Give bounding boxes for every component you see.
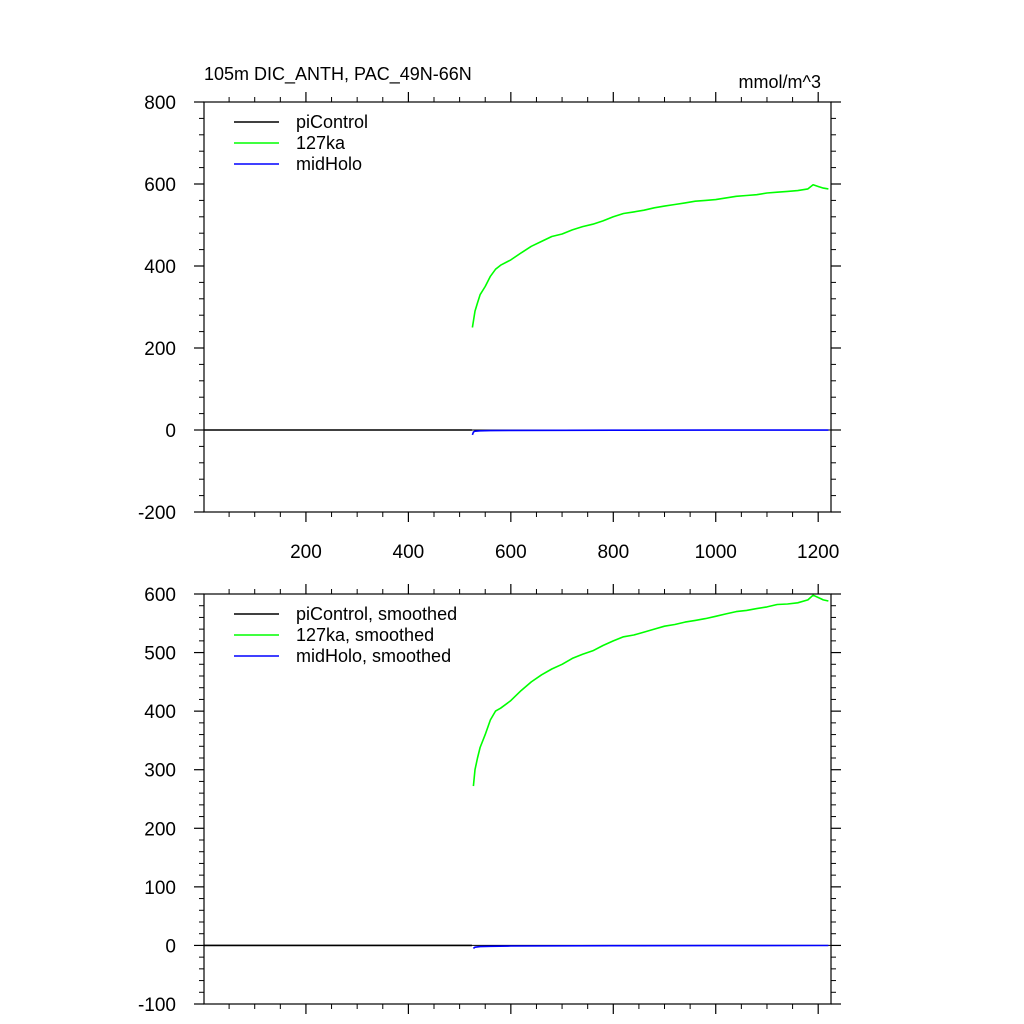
chart-panel-2: -100 0 100 200 300 400 500 600 piControl, smooth… [138,584,841,1016]
x-tick-label: 800 [597,542,629,563]
legend-label: midHolo, smoothed [296,646,451,666]
y-tick-label: 400 [144,702,176,723]
y-tick-label: -200 [138,503,176,524]
plot-frame [203,101,832,513]
y-tick-label: 600 [144,585,176,606]
series-line-127ka [471,184,829,328]
legend-label: midHolo [296,154,362,174]
plot-frame [203,593,832,1005]
series-line-127ka [472,594,829,787]
chart-panel-1: -200 0 200 400 600 800 200 400 600 800 1000 1200 105… [138,64,841,563]
y-tick-label: 300 [144,761,176,782]
y-tick-label: 0 [165,936,176,957]
legend-label: 127ka [296,133,346,153]
legend-label: 127ka, smoothed [296,625,434,645]
y-tick-label: -100 [138,995,176,1016]
x-tick-label: 400 [393,542,425,563]
x-tick-label: 200 [290,542,322,563]
series-line-midholo [471,429,829,436]
x-tick-label: 1000 [695,542,737,563]
y-tick-label: 100 [144,878,176,899]
y-tick-label: 400 [144,257,176,278]
y-tick-label: 500 [144,644,176,665]
x-tick-label: 1200 [797,542,839,563]
y-tick-label: 200 [144,339,176,360]
series-line-midholo [472,944,829,950]
y-tick-label: 800 [144,93,176,114]
y-tick-label: 200 [144,819,176,840]
chart-units: mmol/m^3 [739,72,821,92]
y-tick-label: 0 [165,421,176,442]
y-tick-label: 600 [144,175,176,196]
chart-title: 105m DIC_ANTH, PAC_49N-66N [204,64,472,85]
x-tick-label: 600 [495,542,527,563]
legend-label: piControl [296,112,368,132]
legend-label: piControl, smoothed [296,604,457,624]
